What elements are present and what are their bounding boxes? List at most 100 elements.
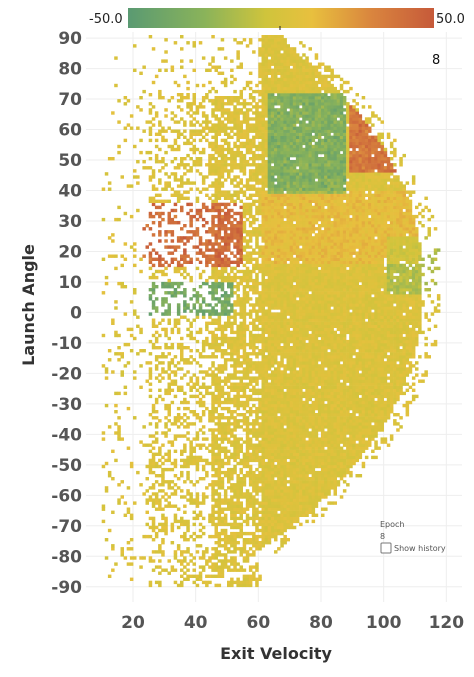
heatmap-cell	[264, 534, 269, 539]
heatmap-cell	[245, 437, 250, 441]
heatmap-cell	[270, 452, 275, 456]
heatmap-cell	[245, 385, 250, 389]
heatmap-cell	[274, 480, 278, 484]
heatmap-cell	[333, 297, 337, 301]
heatmap-cell	[299, 452, 303, 456]
heatmap-cell	[255, 333, 259, 338]
heatmap-cell	[364, 309, 369, 313]
heatmap-cell	[352, 413, 356, 417]
heatmap-cell	[283, 516, 287, 521]
heatmap-cell	[305, 324, 309, 328]
heatmap-cell	[364, 306, 369, 310]
heatmap-cell	[321, 416, 325, 420]
heatmap-cell	[255, 324, 259, 328]
heatmap-cell	[358, 403, 363, 408]
heatmap-cell	[274, 550, 278, 554]
heatmap-cell	[248, 452, 253, 456]
heatmap-cell	[411, 364, 416, 368]
heatmap-cell	[233, 397, 237, 402]
heatmap-cell	[214, 291, 218, 295]
heatmap-cell	[380, 428, 384, 432]
heatmap-cell	[270, 467, 275, 472]
heatmap-cell	[302, 361, 306, 365]
heatmap-cell	[408, 291, 413, 295]
heatmap-cell	[264, 531, 269, 536]
heatmap-cell	[292, 470, 297, 475]
heatmap-cell	[133, 336, 137, 341]
heatmap-cell	[292, 306, 297, 310]
heatmap-cell	[248, 437, 253, 441]
heatmap-cell	[230, 583, 234, 588]
heatmap-cell	[277, 315, 281, 319]
heatmap-cell	[270, 458, 275, 463]
heatmap-cell	[198, 303, 203, 307]
heatmap-cell	[371, 355, 375, 359]
heatmap-cell	[151, 300, 156, 304]
heatmap-cell	[217, 425, 222, 429]
heatmap-cell	[321, 346, 325, 350]
heatmap-cell	[361, 464, 366, 469]
heatmap-cell	[277, 464, 281, 469]
heatmap-cell	[299, 336, 303, 341]
heatmap-cell	[236, 425, 240, 429]
heatmap-cell	[364, 440, 369, 444]
heatmap-cell	[327, 370, 331, 374]
heatmap-cell	[342, 397, 347, 402]
heatmap-cell	[327, 470, 331, 475]
heatmap-cell	[289, 452, 294, 456]
heatmap-cell	[364, 330, 369, 335]
heatmap-cell	[192, 446, 196, 450]
heatmap-cell	[239, 385, 243, 389]
heatmap-cell	[233, 440, 237, 444]
heatmap-cell	[317, 379, 322, 383]
heatmap-cell	[321, 364, 325, 368]
heatmap-cell	[180, 400, 184, 405]
heatmap-cell	[389, 382, 394, 386]
heatmap-cell	[355, 327, 359, 332]
heatmap-cell	[277, 547, 281, 551]
heatmap-cell	[361, 309, 366, 313]
heatmap-cell	[355, 321, 359, 325]
heatmap-cell	[129, 513, 134, 517]
heatmap-cell	[242, 583, 247, 588]
heatmap-cell	[270, 300, 275, 304]
heatmap-cell	[402, 306, 406, 310]
heatmap-cell	[292, 397, 297, 402]
heatmap-cell	[311, 467, 316, 472]
heatmap-cell	[211, 406, 215, 411]
heatmap-cell	[321, 434, 325, 438]
heatmap-cell	[161, 318, 165, 322]
heatmap-cell	[308, 294, 312, 298]
heatmap-cell	[274, 361, 278, 365]
heatmap-cell	[339, 385, 344, 389]
heatmap-cell	[283, 352, 287, 356]
heatmap-cell	[336, 349, 341, 353]
heatmap-cell	[311, 336, 316, 341]
heatmap-cell	[295, 440, 300, 444]
heatmap-cell	[214, 541, 218, 545]
heatmap-cell	[211, 333, 215, 338]
heatmap-cell	[189, 443, 193, 447]
heatmap-cell	[364, 422, 369, 426]
heatmap-cell	[314, 336, 319, 341]
heatmap-cell	[286, 474, 290, 478]
heatmap-cell	[299, 422, 303, 426]
heatmap-cell	[145, 361, 149, 365]
heatmap-cell	[317, 489, 322, 493]
heatmap-cell	[342, 291, 347, 295]
heatmap-cell	[361, 370, 366, 374]
heatmap-cell	[289, 483, 294, 487]
heatmap-cell	[239, 550, 243, 554]
heatmap-cell	[289, 489, 294, 493]
heatmap-cell	[314, 382, 319, 386]
heatmap-cell	[302, 403, 306, 408]
heatmap-cell	[289, 361, 294, 365]
heatmap-cell	[211, 373, 215, 377]
heatmap-cell	[393, 422, 397, 426]
heatmap-cell	[346, 410, 350, 414]
heatmap-cell	[339, 288, 344, 292]
heatmap-cell	[321, 440, 325, 444]
heatmap-cell	[358, 373, 363, 377]
heatmap-cell	[311, 431, 316, 435]
heatmap-cell	[389, 370, 394, 374]
